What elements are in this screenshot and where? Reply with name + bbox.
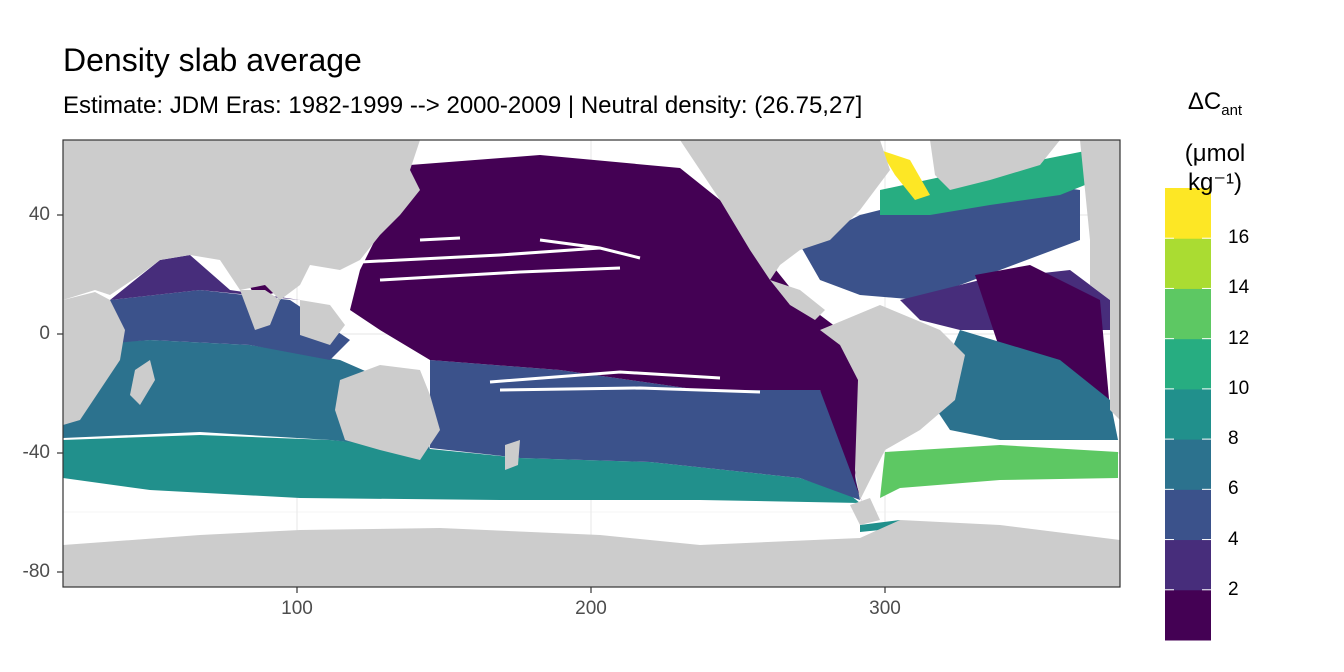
region-labrador (880, 150, 930, 200)
land-greenland (930, 140, 1060, 190)
legend-label: 2 (1228, 578, 1239, 600)
legend-label: 8 (1228, 428, 1239, 450)
ocean-data (63, 150, 1118, 560)
land-new-zealand (505, 440, 520, 470)
land-north-america (680, 140, 890, 280)
land-maritime (300, 300, 345, 345)
land (63, 140, 1120, 587)
land-antarctica (63, 520, 1120, 587)
region-indian-central (90, 290, 350, 360)
x-tick-label: 300 (869, 598, 901, 619)
legend-swatch (1165, 288, 1211, 340)
region-south-atlantic-subantarctic (880, 445, 1118, 498)
legend-ticks (1165, 237, 1211, 591)
legend-label: 4 (1228, 528, 1239, 550)
missing-data-streaks (359, 236, 761, 394)
region-north-indian (110, 255, 340, 330)
legend-label: 6 (1228, 478, 1239, 500)
y-tick-label: -40 (22, 442, 50, 463)
land-australia (335, 365, 440, 460)
x-tick-label: 200 (575, 598, 607, 619)
region-south-pacific (430, 360, 860, 500)
legend-swatch (1165, 238, 1211, 289)
chart-title: Density slab average (63, 42, 362, 78)
legend-unit: (μmol kg⁻¹) (1184, 140, 1246, 196)
region-south-atlantic (930, 330, 1118, 440)
legend-swatch (1165, 338, 1211, 390)
legend-title: ΔCant (1187, 88, 1243, 119)
land-europe-africa (1080, 140, 1120, 420)
legend-label: 12 (1228, 327, 1250, 349)
legend-label: 10 (1228, 377, 1250, 399)
legend-swatch (1165, 188, 1211, 239)
land-central-america (770, 280, 825, 320)
y-tick-label: 40 (28, 204, 50, 225)
legend-label: 14 (1228, 277, 1250, 299)
land-madagascar (130, 360, 155, 405)
y-tick-label: 0 (39, 323, 50, 344)
land-south-america (820, 305, 965, 500)
legend-swatch (1165, 589, 1211, 641)
axis-ticks (57, 214, 886, 593)
legend-swatch (1165, 489, 1211, 541)
region-southern-indian (63, 435, 860, 503)
x-tick-label: 100 (281, 598, 313, 619)
land-africa-east (63, 292, 125, 425)
region-pacific (350, 155, 862, 502)
legend-swatch (1165, 439, 1211, 490)
region-south-indian (63, 340, 430, 450)
region-north-atlantic (800, 180, 1080, 300)
legend-label: 16 (1228, 227, 1250, 249)
legend-swatch (1165, 539, 1211, 591)
chart-subtitle: Estimate: JDM Eras: 1982-1999 --> 2000-2… (63, 92, 863, 119)
region-subpolar-north-atlantic (880, 150, 1110, 215)
land-india (240, 290, 280, 330)
land-asia (63, 140, 420, 300)
land-antarctic-peninsula (850, 498, 880, 525)
y-tick-label: -80 (22, 561, 50, 582)
legend-swatch (1165, 388, 1211, 440)
legend-colorbar (1165, 188, 1211, 641)
